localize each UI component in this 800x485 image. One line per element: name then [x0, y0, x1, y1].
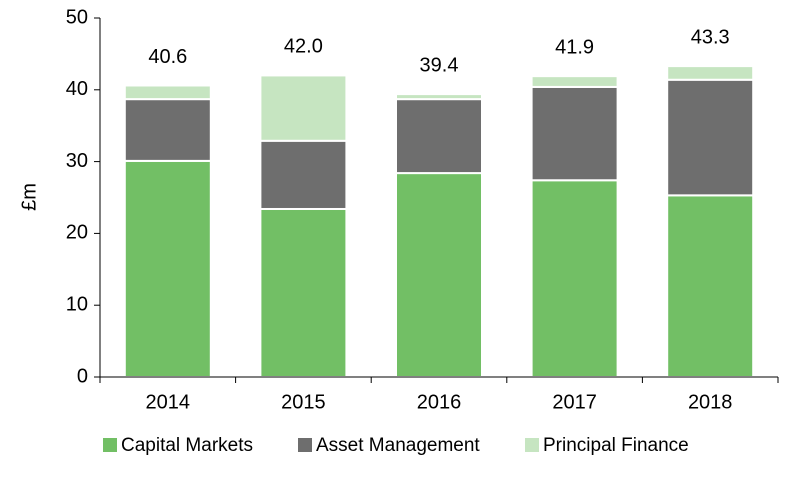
bar-segment	[259, 74, 348, 142]
legend-swatch	[103, 438, 117, 452]
x-tick-label: 2018	[688, 391, 733, 413]
total-label: 40.6	[148, 46, 187, 68]
y-tick-label: 0	[77, 365, 88, 387]
bar-segment	[123, 159, 212, 378]
legend-swatch	[525, 438, 539, 452]
bar-segment	[259, 207, 348, 378]
bar-segment	[259, 139, 348, 210]
legend-label: Asset Management	[316, 435, 480, 456]
legend-swatch	[298, 438, 312, 452]
total-label: 42.0	[284, 36, 323, 58]
bar-segment	[395, 98, 483, 175]
x-tick-label: 2017	[552, 391, 597, 413]
bar-segment	[530, 179, 619, 378]
bar-segment	[123, 84, 212, 101]
x-tick-label: 2014	[146, 391, 191, 413]
y-axis-label: £m	[18, 183, 40, 211]
y-tick-label: 50	[66, 6, 88, 28]
legend-label: Principal Finance	[543, 435, 689, 456]
bar-segment	[666, 78, 755, 197]
bar-segment	[530, 85, 619, 182]
total-label: 39.4	[420, 54, 459, 76]
total-label: 41.9	[555, 36, 594, 58]
x-tick-label: 2015	[281, 391, 326, 413]
bar-segment	[666, 194, 755, 378]
y-tick-label: 40	[66, 78, 88, 100]
y-tick-label: 20	[66, 222, 88, 244]
y-tick-label: 30	[66, 150, 88, 172]
x-tick-label: 2016	[417, 391, 462, 413]
bar-segment	[395, 172, 483, 378]
bar-segment	[395, 93, 483, 101]
bar-segment	[530, 75, 619, 88]
bar-segment	[123, 98, 212, 162]
y-tick-label: 10	[66, 293, 88, 315]
bar-segment	[666, 65, 755, 81]
legend-label: Capital Markets	[121, 435, 253, 456]
total-label: 43.3	[691, 26, 730, 48]
